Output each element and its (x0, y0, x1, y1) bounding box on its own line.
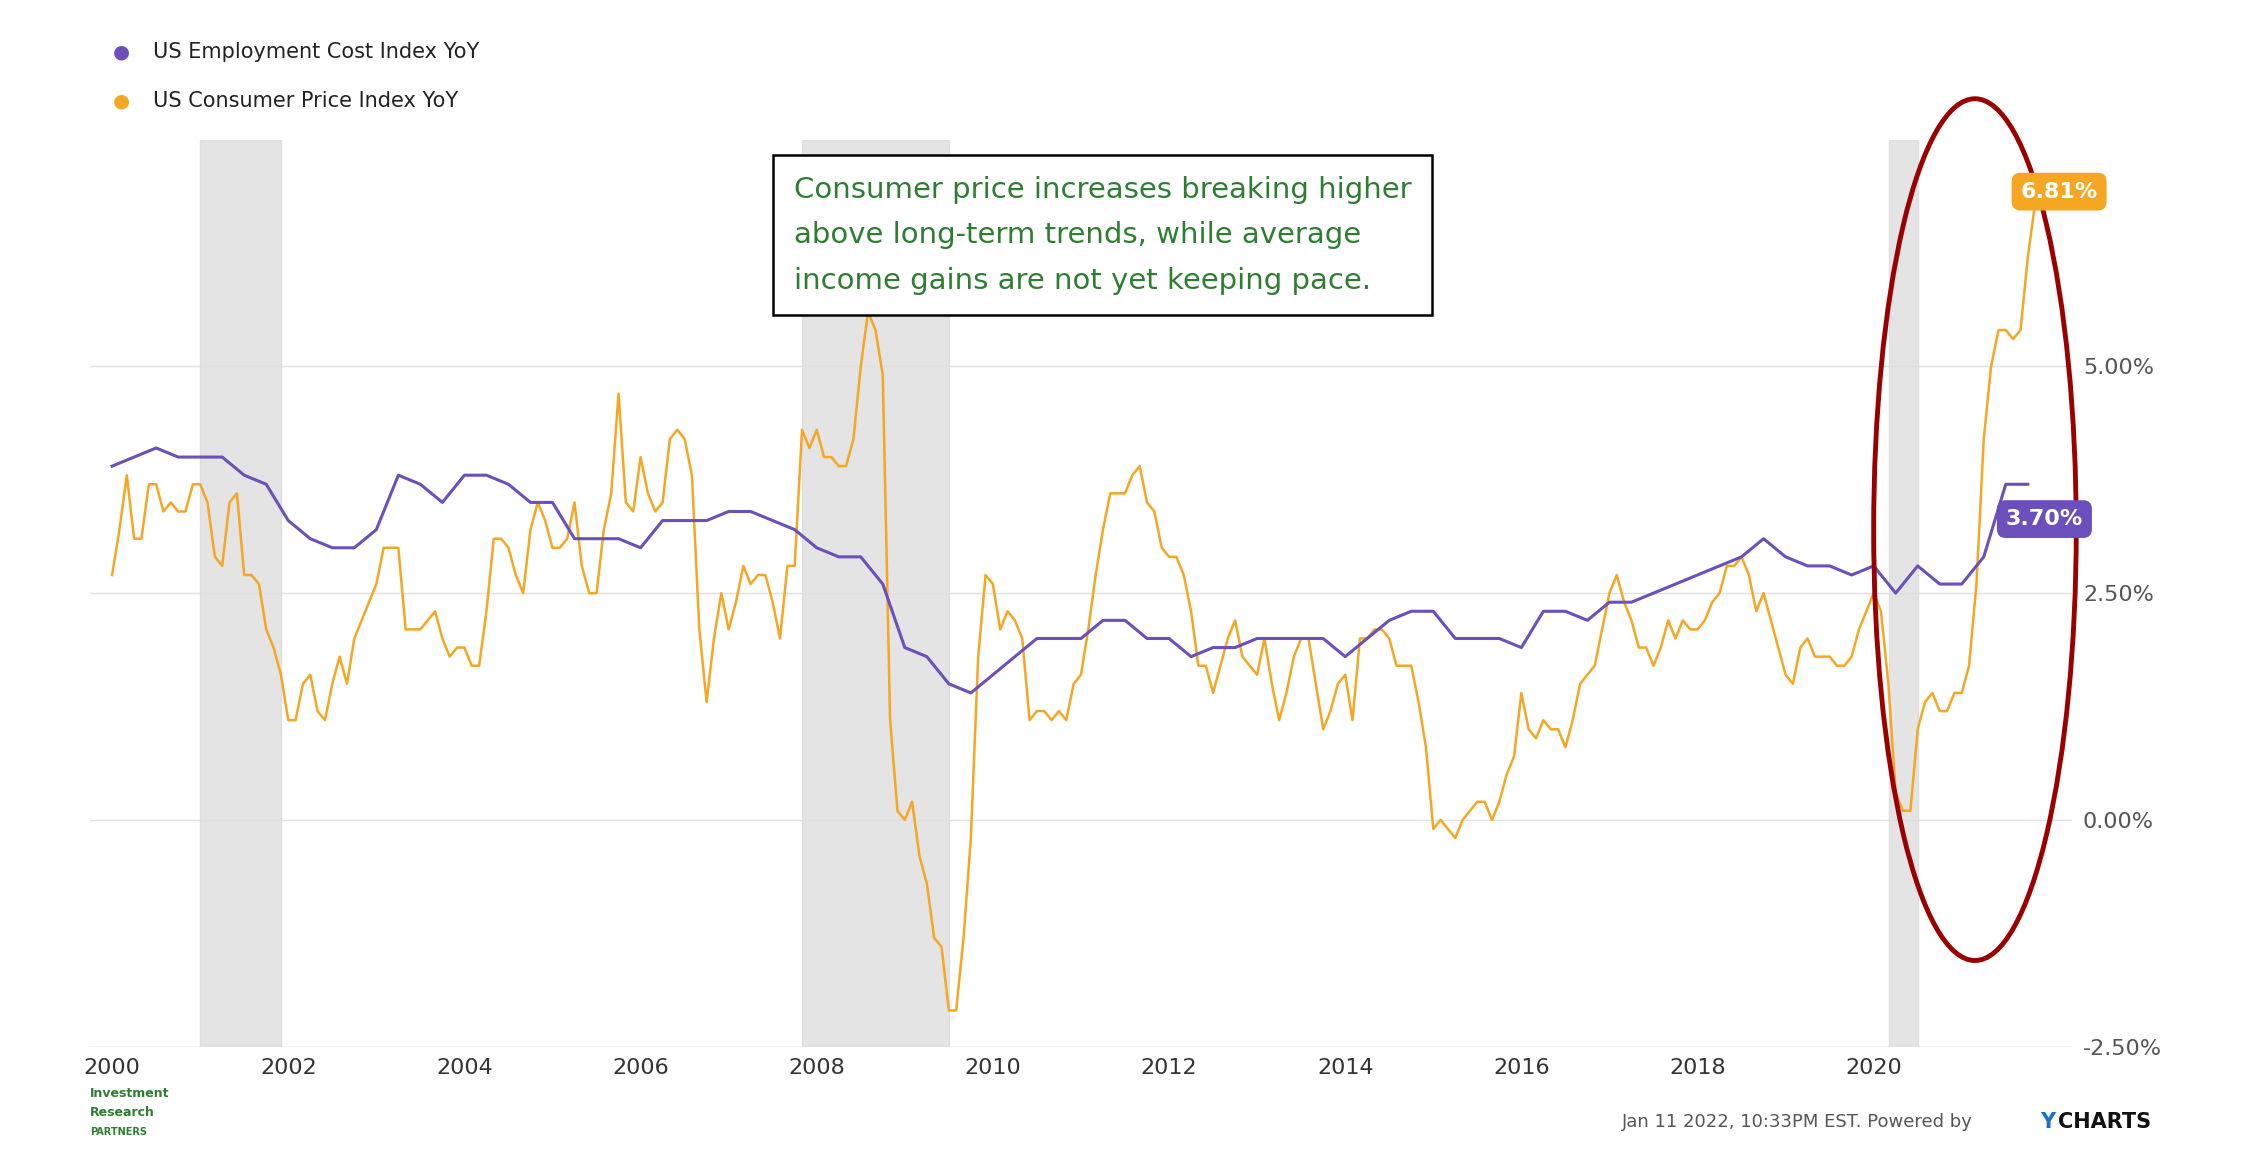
Text: Y: Y (2040, 1112, 2056, 1133)
Text: Investment: Investment (90, 1086, 169, 1100)
Text: 6.81%: 6.81% (2020, 181, 2099, 201)
Text: ●: ● (113, 92, 131, 110)
Text: Jan 11 2022, 10:33PM EST. Powered by: Jan 11 2022, 10:33PM EST. Powered by (1621, 1113, 1977, 1132)
Text: ●: ● (113, 43, 131, 62)
Text: Research: Research (90, 1106, 155, 1120)
Text: US Consumer Price Index YoY: US Consumer Price Index YoY (153, 91, 459, 112)
Text: CHARTS: CHARTS (2058, 1112, 2151, 1133)
Text: Consumer price increases breaking higher
above long-term trends, while average
i: Consumer price increases breaking higher… (793, 176, 1412, 295)
Bar (1889, 140, 1919, 1047)
Text: PARTNERS: PARTNERS (90, 1127, 146, 1136)
Text: 3.70%: 3.70% (2007, 509, 2083, 529)
Bar (200, 140, 282, 1047)
Bar (802, 140, 948, 1047)
Text: US Employment Cost Index YoY: US Employment Cost Index YoY (153, 42, 480, 63)
